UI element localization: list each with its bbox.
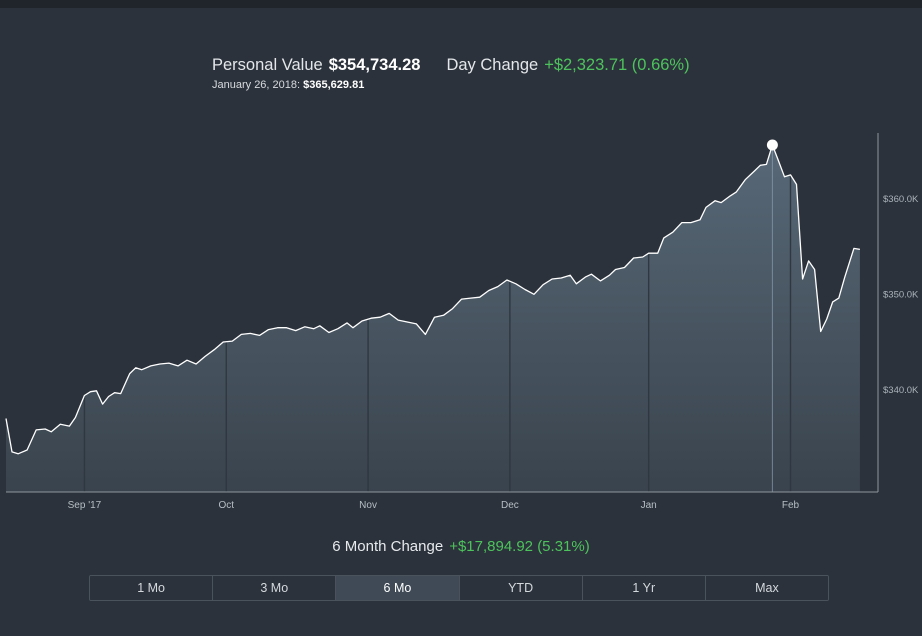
x-tick-label: Jan xyxy=(641,500,657,511)
y-tick-label: $350.0K xyxy=(883,289,919,300)
range-3mo-button[interactable]: 3 Mo xyxy=(213,576,337,600)
personal-value: $354,734.28 xyxy=(328,56,421,74)
period-change-label: 6 Month Change xyxy=(332,538,444,555)
personal-value-label: Personal Value xyxy=(212,56,323,74)
top-strip xyxy=(0,0,922,8)
range-ytd-button[interactable]: YTD xyxy=(459,576,583,600)
x-tick-label: Sep '17 xyxy=(68,500,102,511)
x-tick-label: Oct xyxy=(218,500,234,511)
range-1yr-button[interactable]: 1 Yr xyxy=(582,576,706,600)
series-line xyxy=(5,144,861,455)
hover-date: January 26, 2018: xyxy=(212,79,301,91)
portfolio-chart[interactable]: Sep '17 Oct Nov Dec Jan Feb $340.0K $350.0K $36… xyxy=(0,120,922,520)
range-max-button[interactable]: Max xyxy=(705,576,828,600)
value-summary: Personal Value $354,734.28 Day Change +$2,3… xyxy=(212,54,690,76)
period-change-value: +$17,894.92 (5.31%) xyxy=(449,538,590,555)
hover-readout: January 26, 2018: $365,629.81 xyxy=(212,77,690,93)
hover-point-marker[interactable] xyxy=(766,139,778,151)
x-tick-label: Nov xyxy=(359,500,377,511)
hover-value: $365,629.81 xyxy=(303,79,365,91)
period-change: 6 Month Change +$17,894.92 (5.31%) xyxy=(0,537,922,557)
chart-header: Personal Value $354,734.28 Day Change +$2,3… xyxy=(212,54,690,93)
day-change-value: +$2,323.71 (0.66%) xyxy=(544,56,690,74)
series-area xyxy=(6,145,860,492)
y-tick-label: $360.0K xyxy=(883,194,919,205)
range-6mo-button[interactable]: 6 Mo xyxy=(336,576,460,600)
y-tick-label: $340.0K xyxy=(883,385,919,396)
range-1mo-button[interactable]: 1 Mo xyxy=(90,576,214,600)
day-change-label: Day Change xyxy=(446,56,539,74)
x-tick-label: Dec xyxy=(501,500,519,511)
x-tick-label: Feb xyxy=(782,500,800,511)
range-selector: 1 Mo 3 Mo 6 Mo YTD 1 Yr Max xyxy=(89,575,829,601)
